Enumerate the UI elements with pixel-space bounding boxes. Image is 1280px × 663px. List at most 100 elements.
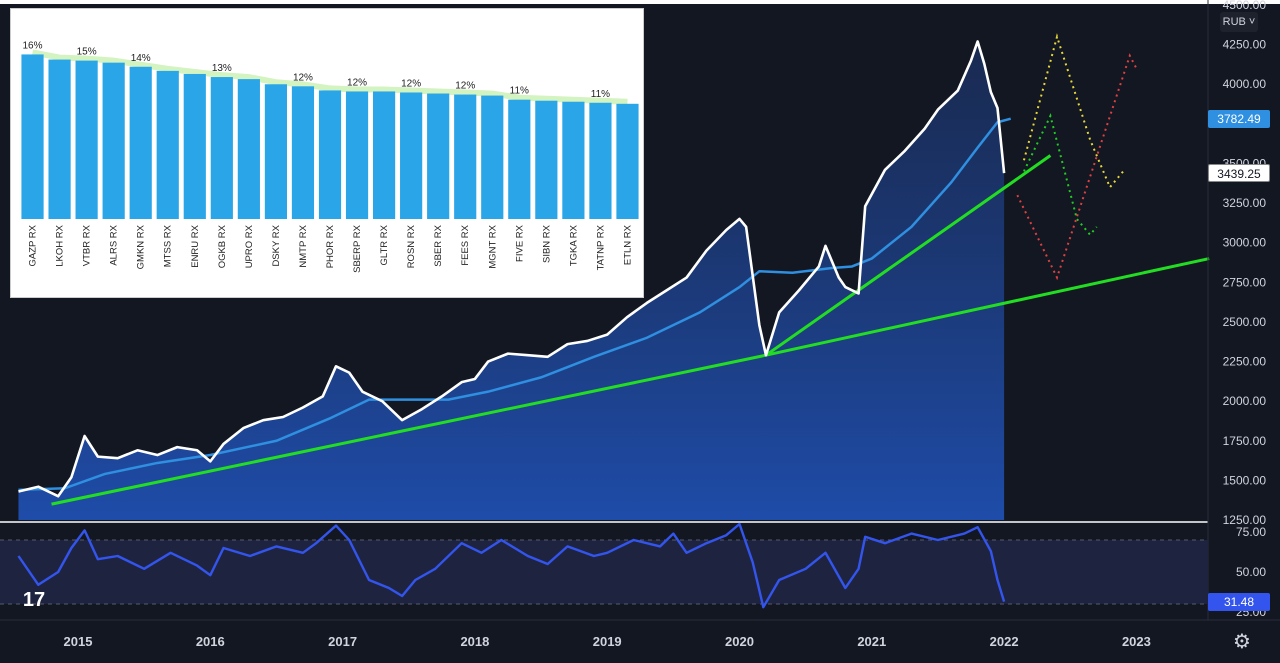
bar-data-label: 11% — [510, 86, 529, 97]
projection-yellow — [1022, 33, 1124, 190]
ma-value-badge: 3782.49 — [1208, 109, 1270, 128]
bar-data-label: 12% — [401, 78, 421, 89]
rsi-band — [0, 540, 1208, 604]
price-axis: 1250.00 1500.00 1750.00 2000.00 2250.00 2500.… — [1223, 0, 1267, 527]
price-line — [18, 40, 1006, 498]
time-tick-label: 2019 — [593, 634, 622, 649]
bar-category-label: DSKY RX — [271, 224, 282, 266]
bar — [400, 92, 423, 219]
bar-category-label: SIBN RX — [541, 224, 552, 263]
bar-category-label: OGKB RX — [217, 224, 228, 268]
bar — [589, 102, 612, 219]
bar-data-label: 14% — [131, 53, 151, 64]
bar — [427, 93, 450, 219]
time-tick-label: 2020 — [725, 634, 754, 649]
time-tick-label: 2022 — [990, 634, 1019, 649]
price-tick-label: 2500.00 — [1223, 315, 1267, 329]
bar — [454, 94, 477, 219]
moving-average-line — [18, 117, 1012, 492]
bar — [183, 73, 206, 219]
price-tick-label: 1500.00 — [1223, 473, 1267, 487]
price-tick-label: 3000.00 — [1223, 236, 1267, 250]
bar-category-label: TATNP RX — [595, 224, 606, 270]
time-tick-label: 2015 — [64, 634, 93, 649]
bar-category-label: PHOR RX — [325, 224, 336, 268]
bar — [48, 59, 71, 220]
bar-category-label: GAZP RX — [28, 224, 39, 266]
last-price-badge: 3439.25 — [1208, 164, 1270, 183]
time-tick-label: 2016 — [196, 634, 225, 649]
price-tick-label: 4250.00 — [1223, 38, 1267, 52]
bar-category-label: UPRO RX — [244, 224, 255, 268]
bar-category-label: LKOH RX — [55, 224, 66, 266]
bar — [372, 91, 396, 219]
bar-data-label: 11% — [591, 89, 610, 100]
price-area-fill — [18, 41, 1005, 520]
bar-data-label: 12% — [455, 81, 475, 92]
rsi-line — [17, 522, 1006, 609]
bar-category-label: ENRU RX — [190, 224, 201, 267]
bar — [21, 54, 44, 219]
trendline-lower-long — [51, 353, 767, 506]
tradingview-logo-icon[interactable]: 17 — [22, 589, 46, 611]
bar-category-label: NMTP RX — [298, 224, 309, 267]
bar-data-label: 12% — [293, 72, 313, 83]
bar — [345, 91, 369, 219]
bar-category-label: SBERP RX — [352, 224, 363, 273]
chevron-down-icon: ˅ — [1245, 16, 1256, 28]
bar-category-label: TGKA RX — [568, 224, 579, 266]
bar — [318, 90, 342, 219]
price-tick-label: 1250.00 — [1223, 513, 1267, 527]
time-tick-label: 2023 — [1122, 634, 1151, 649]
bar — [535, 100, 558, 219]
trendline-steep — [765, 154, 1052, 357]
top-border — [0, 0, 1280, 4]
bar-data-label: 13% — [212, 63, 232, 74]
rsi-tick-label: 50.00 — [1236, 565, 1266, 579]
rsi-tick-label: 75.00 — [1236, 525, 1266, 539]
currency-label: RUB — [1222, 16, 1246, 28]
trendline-base — [765, 257, 1210, 357]
bar-data-label: 12% — [347, 77, 367, 88]
bar-category-label: MTSS RX — [163, 224, 174, 267]
bar-chart: 16% GAZP RX LKOH RX 15% VTBR RX ALRS RX 14% GMK… — [21, 40, 639, 273]
time-axis: 2015 2016 2017 2018 2019 2020 2021 2022 2023 — [64, 634, 1151, 649]
price-tick-label: 2750.00 — [1223, 275, 1267, 289]
bar — [102, 62, 125, 220]
price-tick-label: 3250.00 — [1223, 196, 1267, 210]
bar — [562, 101, 585, 219]
rsi-value-badge: 31.48 — [1208, 592, 1270, 611]
bar — [75, 60, 98, 219]
price-tick-label: 2000.00 — [1223, 394, 1267, 408]
bar-data-label: 15% — [77, 47, 97, 58]
bar — [481, 95, 504, 219]
bar-category-label: GMKN RX — [136, 224, 147, 269]
bar-top-halo — [31, 49, 628, 105]
bar — [616, 103, 639, 219]
price-tick-label: 4500.00 — [1223, 0, 1267, 12]
time-axis-bg — [0, 620, 1280, 663]
bar-data-label: 16% — [23, 40, 43, 51]
bar — [264, 84, 288, 219]
price-tick-label: 1750.00 — [1223, 434, 1267, 448]
bar-category-label: MGNT RX — [487, 224, 498, 268]
bar-category-label: ALRS RX — [109, 224, 120, 265]
time-tick-label: 2021 — [857, 634, 886, 649]
price-tick-label: 4000.00 — [1223, 77, 1267, 91]
bar — [210, 77, 233, 219]
bar-category-label: GLTR RX — [379, 224, 390, 265]
bar-category-label: ETLN RX — [622, 224, 633, 265]
bar-category-label: VTBR RX — [82, 224, 93, 266]
bar — [156, 70, 179, 219]
currency-dropdown[interactable]: RUB ˅ — [1220, 12, 1258, 32]
bar-category-label: FEES RX — [460, 224, 471, 265]
bar — [129, 66, 152, 219]
bar-category-label: ROSN RX — [406, 224, 417, 268]
time-tick-label: 2017 — [328, 634, 357, 649]
sector-bar-chart-inset: 16% GAZP RX LKOH RX 15% VTBR RX ALRS RX 14% GMK… — [10, 8, 644, 298]
bar — [508, 99, 531, 219]
gear-icon[interactable]: ⚙ — [1233, 631, 1251, 653]
bar-category-label: SBER RX — [433, 224, 444, 266]
bar — [237, 79, 260, 219]
